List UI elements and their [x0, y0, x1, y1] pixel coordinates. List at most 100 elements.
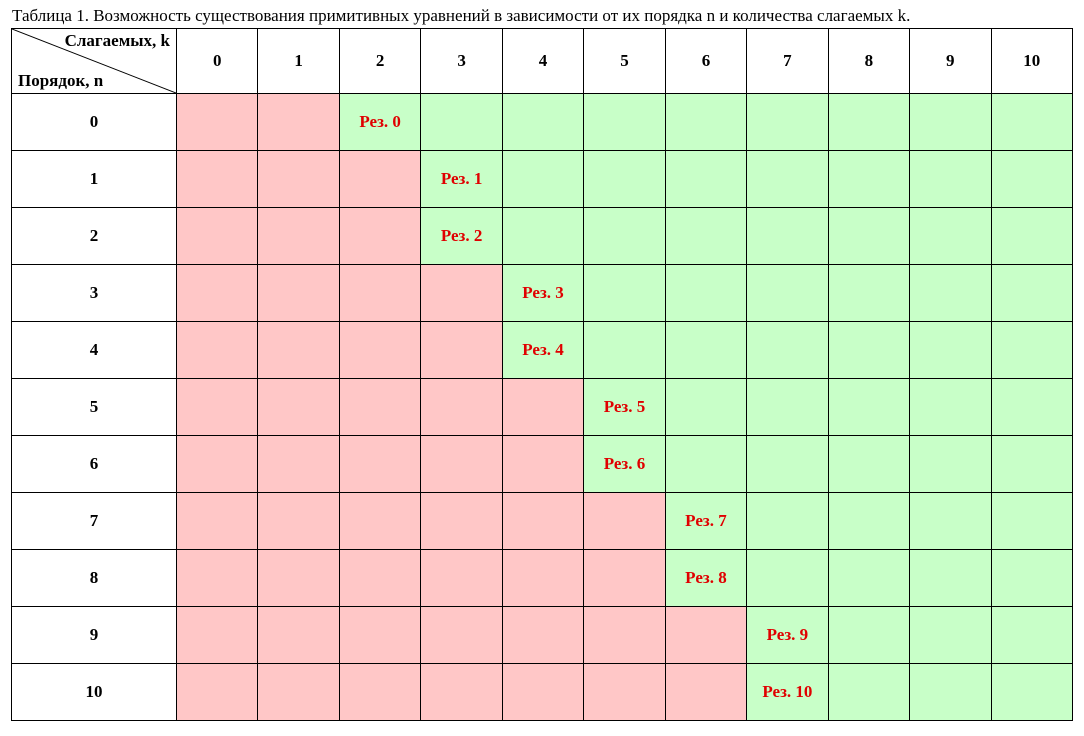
cell-possible: [827, 207, 911, 265]
cell-possible: [746, 492, 829, 550]
cell-possible: [909, 93, 992, 151]
cell-impossible: [583, 549, 666, 607]
cell-result-label: Рез. 3: [501, 264, 585, 322]
possibility-table: Слагаемых, k Порядок, n 0 1 2 3 4 5 6 7 8 9 10 0 Ре…: [11, 28, 1074, 721]
cell-impossible: [420, 492, 503, 550]
cell-impossible: [664, 606, 748, 664]
cell-impossible: [257, 150, 340, 208]
cell-impossible: [338, 264, 422, 322]
cell-possible: [746, 207, 829, 265]
cell-impossible: [175, 378, 259, 436]
cell-impossible: [257, 264, 340, 322]
cell-possible: [827, 549, 911, 607]
cell-possible: [583, 264, 666, 322]
cell-impossible: [257, 207, 340, 265]
cell-impossible: [338, 606, 422, 664]
column-header-k-2: 2: [338, 28, 422, 94]
cell-impossible: [175, 492, 259, 550]
cell-possible: [746, 264, 829, 322]
cell-impossible: [175, 606, 259, 664]
cell-impossible: [420, 435, 503, 493]
cell-possible: [664, 435, 748, 493]
table-row: 9 Рез. 9: [11, 606, 1074, 664]
cell-possible: [746, 378, 829, 436]
cell-possible: [909, 492, 992, 550]
cell-impossible: [338, 207, 422, 265]
cell-possible: [664, 93, 748, 151]
cell-impossible: [501, 606, 585, 664]
cell-possible: [827, 435, 911, 493]
table-row: 7 Рез. 7: [11, 492, 1074, 550]
table-body: 0 Рез. 0 1 Рез. 1 2 Рез. 2 3 Рез. 3 4 Рез. 4 5 Рез.…: [11, 93, 1074, 721]
table-row: 8 Рез. 8: [11, 549, 1074, 607]
row-header-n-5: 5: [11, 378, 177, 436]
cell-result-label: Рез. 7: [664, 492, 748, 550]
cell-possible: [664, 264, 748, 322]
column-header-k-3: 3: [420, 28, 503, 94]
cell-possible: [990, 663, 1074, 721]
cell-impossible: [420, 549, 503, 607]
cell-result-label: Рез. 5: [583, 378, 666, 436]
cell-possible: [827, 93, 911, 151]
cell-impossible: [257, 606, 340, 664]
cell-impossible: [583, 606, 666, 664]
cell-possible: [664, 150, 748, 208]
cell-possible: [583, 93, 666, 151]
cell-result-label: Рез. 4: [501, 321, 585, 379]
header-row: Слагаемых, k Порядок, n 0 1 2 3 4 5 6 7 8 9 10: [11, 28, 1074, 94]
cell-result-label: Рез. 2: [420, 207, 503, 265]
cell-impossible: [338, 321, 422, 379]
cell-impossible: [338, 435, 422, 493]
row-header-n-3: 3: [11, 264, 177, 322]
cell-possible: [827, 321, 911, 379]
corner-header-cell: Слагаемых, k Порядок, n: [11, 28, 177, 94]
cell-possible: [990, 606, 1074, 664]
column-header-k-0: 0: [175, 28, 259, 94]
column-header-k-7: 7: [746, 28, 829, 94]
cell-possible: [990, 264, 1074, 322]
cell-impossible: [175, 150, 259, 208]
cell-result-label: Рез. 6: [583, 435, 666, 493]
row-header-n-4: 4: [11, 321, 177, 379]
cell-possible: [827, 606, 911, 664]
cell-possible: [664, 207, 748, 265]
column-header-k-1: 1: [257, 28, 340, 94]
cell-possible: [990, 150, 1074, 208]
cell-possible: [909, 435, 992, 493]
cell-possible: [909, 378, 992, 436]
cell-possible: [990, 93, 1074, 151]
cell-possible: [746, 549, 829, 607]
column-header-k-8: 8: [827, 28, 911, 94]
diagonal-divider: [12, 29, 176, 93]
cell-possible: [909, 207, 992, 265]
cell-possible: [909, 663, 992, 721]
cell-impossible: [257, 321, 340, 379]
cell-possible: [990, 492, 1074, 550]
row-axis-label: Порядок, n: [18, 71, 104, 90]
cell-possible: [990, 435, 1074, 493]
cell-possible: [909, 321, 992, 379]
cell-possible: [909, 150, 992, 208]
cell-possible: [827, 264, 911, 322]
cell-impossible: [338, 378, 422, 436]
cell-possible: [827, 378, 911, 436]
cell-impossible: [338, 549, 422, 607]
cell-impossible: [420, 378, 503, 436]
cell-possible: [827, 492, 911, 550]
cell-result-label: Рез. 8: [664, 549, 748, 607]
cell-impossible: [420, 606, 503, 664]
cell-result-label: Рез. 0: [338, 93, 422, 151]
table-row: 1 Рез. 1: [11, 150, 1074, 208]
cell-possible: [827, 663, 911, 721]
table-caption: Таблица 1. Возможность существования при…: [12, 6, 911, 25]
cell-possible: [990, 549, 1074, 607]
cell-impossible: [583, 663, 666, 721]
cell-impossible: [175, 264, 259, 322]
column-axis-label: Слагаемых, k: [64, 31, 170, 50]
row-header-n-9: 9: [11, 606, 177, 664]
cell-possible: [827, 150, 911, 208]
table-row: 0 Рез. 0: [11, 93, 1074, 151]
cell-possible: [746, 93, 829, 151]
row-header-n-10: 10: [11, 663, 177, 721]
cell-impossible: [257, 435, 340, 493]
